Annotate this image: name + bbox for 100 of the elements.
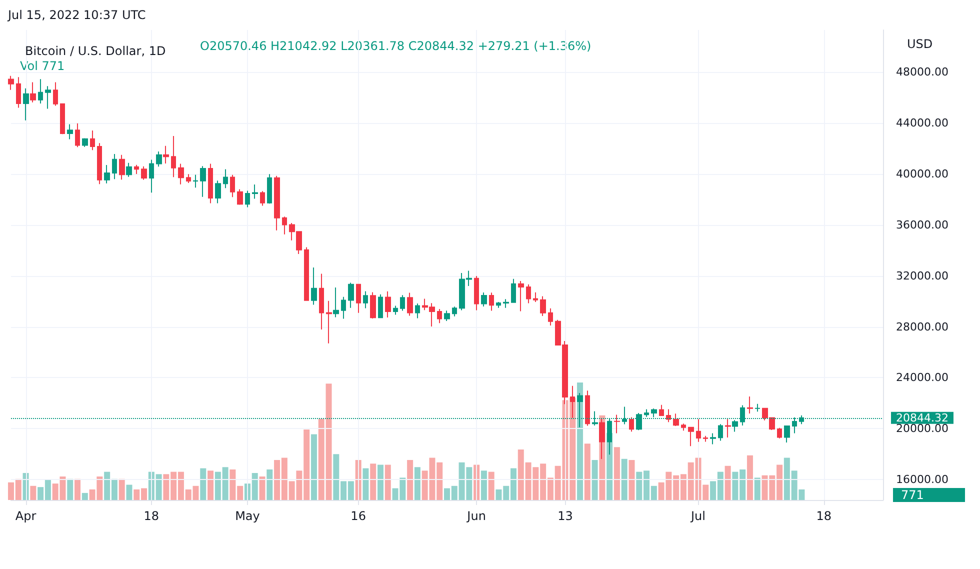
candlestick [348,282,354,308]
bar [30,486,36,500]
candlestick [393,305,398,316]
candlestick [163,145,169,164]
y-tick-label: 28000.00 [896,320,948,334]
candlestick [319,273,324,330]
bar [208,470,214,500]
candlestick [400,294,405,312]
candlestick [681,423,686,432]
candlestick [489,292,494,312]
candlestick [230,174,235,198]
bar [82,492,88,500]
x-tick-label: Jun [466,509,486,523]
candlestick [126,162,132,178]
bar [621,458,628,500]
x-tick-label: 13 [558,509,573,523]
y-tick-label: 16000.00 [896,473,948,486]
bar [259,476,266,500]
bar [754,478,760,500]
candlestick [193,174,198,188]
candlestick [673,413,679,427]
bar [362,468,369,500]
candlestick [732,420,738,432]
candlestick [119,154,125,180]
text: Jul 15, 2022 10:37 UTC [7,8,146,22]
candlestick [407,292,413,316]
candlestick [171,136,176,178]
candlestick [67,124,73,140]
candlestick [141,166,147,180]
candlestick [311,266,317,306]
candlestick [370,292,376,319]
candlestick [629,416,634,432]
candlestick [511,278,516,304]
candlestick [97,142,102,185]
candlestick [415,302,420,319]
bar [724,466,731,500]
candlestick [363,290,368,309]
candlestick [149,159,154,194]
bar [488,472,494,500]
candlestick [688,426,694,447]
bar [67,478,74,500]
candlestick [526,284,531,304]
candlestick [267,174,272,204]
candlestick [274,175,280,231]
candlestick [178,163,184,185]
x-tick-label: Apr [15,509,36,523]
candlestick [474,276,479,311]
candlestick [30,82,36,103]
x-tick-label: 16 [350,509,366,523]
candlestick [496,301,501,308]
candlestick [696,418,701,442]
candlestick [104,164,110,184]
candlestick [60,103,65,135]
candlestick [703,435,708,442]
candlestick [333,287,339,318]
candlestick [112,154,117,180]
y-tick-label: 32000.00 [896,269,948,282]
candlestick [666,408,671,423]
candlestick [437,308,442,324]
ref-line-label: 20844.32 [896,411,948,424]
candlestick [533,292,538,303]
bar [746,455,753,500]
candlestick [644,408,649,418]
y-tick-label: 24000.00 [896,371,948,384]
candlestick [777,427,782,439]
bar [118,478,125,500]
x-tick-label: 18 [816,509,832,523]
candlestick [156,151,162,168]
candlestick [282,216,287,235]
x-tick-label: May [235,509,260,523]
candlestick [134,164,139,175]
bar [584,444,590,500]
bar [614,447,620,500]
candlestick [53,82,58,106]
candlestick [548,308,553,326]
candlestick [356,284,361,314]
candlestick [208,163,213,204]
candlestick [215,180,221,204]
candlestick [90,130,95,151]
candlestick [659,404,664,416]
bar [370,464,376,500]
candlestick [186,174,191,184]
bar [480,470,487,500]
candlestick [200,166,206,198]
candlestick [8,75,14,90]
candlestick [725,418,731,438]
bar [628,460,635,500]
text: Bitcoin / U.S. Dollar, 1D [25,44,166,58]
candlestick [252,184,258,200]
candlestick [452,306,457,317]
candlestick [223,168,228,189]
candlestick [341,296,346,320]
candlestick [75,122,80,148]
candlestick [585,390,590,426]
candlestick [710,432,716,445]
x-tick-label: 18 [144,509,160,523]
candlestick [747,396,753,414]
candlestick [518,280,524,312]
candlestick [16,76,21,108]
candlestick [784,424,790,444]
